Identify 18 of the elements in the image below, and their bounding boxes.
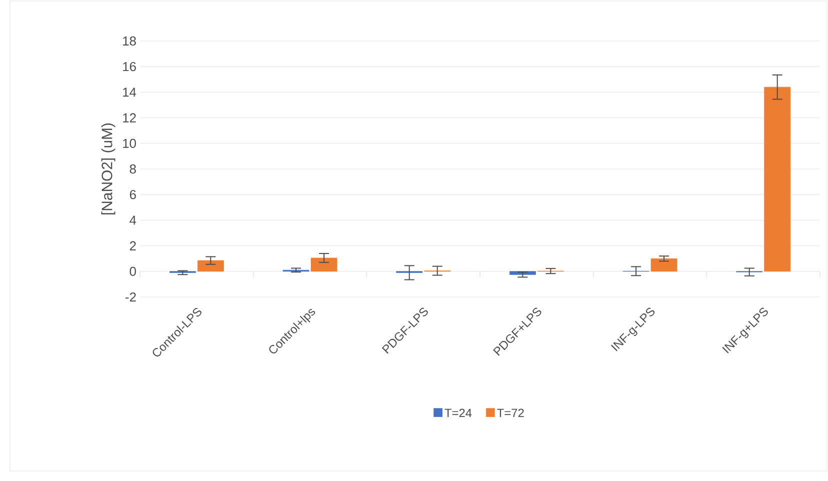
y-axis-title: [NaNO2] (uM) <box>101 123 116 214</box>
y-tick-label: 10 <box>123 138 136 148</box>
y-tick-label: 6 <box>130 190 136 200</box>
bar <box>764 86 791 272</box>
legend-label: T=72 <box>497 408 524 418</box>
y-tick-label: 16 <box>123 62 136 72</box>
bar <box>310 258 338 272</box>
y-tick-label: 14 <box>123 88 136 97</box>
y-tick-label: 12 <box>123 113 136 122</box>
y-tick-label: -2 <box>126 292 136 302</box>
y-tick-label: 8 <box>130 164 136 174</box>
y-tick-label: 4 <box>130 216 136 225</box>
bar <box>650 258 678 272</box>
y-tick-label: 18 <box>123 36 136 46</box>
legend-label: T=24 <box>444 408 472 418</box>
bar <box>197 260 224 272</box>
y-tick-label: 0 <box>130 266 136 276</box>
y-tick-label: 2 <box>130 241 136 250</box>
